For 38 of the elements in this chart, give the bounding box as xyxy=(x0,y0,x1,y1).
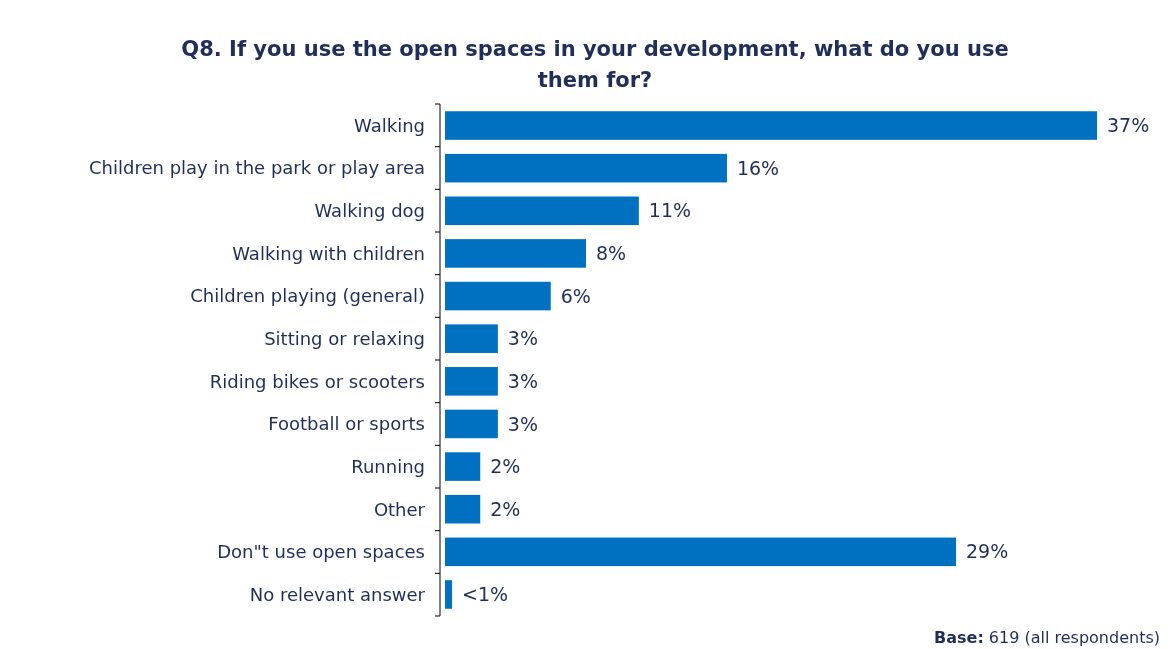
y-tick-label: Children playing (general) xyxy=(190,285,425,307)
data-label: 8% xyxy=(595,242,627,265)
data-label: 2% xyxy=(490,455,521,478)
data-label: 3% xyxy=(507,412,539,435)
y-tick-label: Other xyxy=(373,498,426,520)
data-label: 3% xyxy=(507,327,539,350)
data-label: 29% xyxy=(966,540,1009,563)
y-tick-label: No relevant answer xyxy=(249,583,426,605)
y-tick-label: Running xyxy=(351,455,425,477)
y-tick-label: Football or sports xyxy=(268,413,425,435)
bar xyxy=(445,452,481,481)
data-label: 11% xyxy=(648,199,692,222)
data-label: 16% xyxy=(736,156,780,179)
data-label: 2% xyxy=(490,497,521,520)
bar xyxy=(445,196,639,226)
y-tick-label: Walking with children xyxy=(232,242,425,264)
chart-title: Q8. If you use the open spaces in your development, what do you use them for? xyxy=(181,37,1009,92)
data-label: <1% xyxy=(462,583,509,606)
bar xyxy=(445,367,498,396)
bar xyxy=(445,580,453,609)
data-label: 37% xyxy=(1107,114,1150,137)
y-tick-label: Children play in the park or play area xyxy=(89,157,425,179)
bar xyxy=(445,494,481,524)
bar xyxy=(445,111,1097,140)
bar xyxy=(445,281,551,311)
bar xyxy=(445,239,586,268)
y-tick-label: Don"t use open spaces xyxy=(217,541,425,563)
y-tick-label: Walking xyxy=(354,114,425,136)
bar xyxy=(445,537,957,567)
y-tick-label: Sitting or relaxing xyxy=(264,327,425,349)
text: Base: 619 (all respondents) xyxy=(934,628,1160,647)
bar xyxy=(445,409,498,439)
data-label: 6% xyxy=(560,284,591,307)
bar xyxy=(445,324,498,353)
y-tick-label: Riding bikes or scooters xyxy=(209,370,425,392)
y-tick-label: Walking dog xyxy=(314,200,425,222)
data-label: 3% xyxy=(507,369,539,392)
bar xyxy=(445,153,727,183)
